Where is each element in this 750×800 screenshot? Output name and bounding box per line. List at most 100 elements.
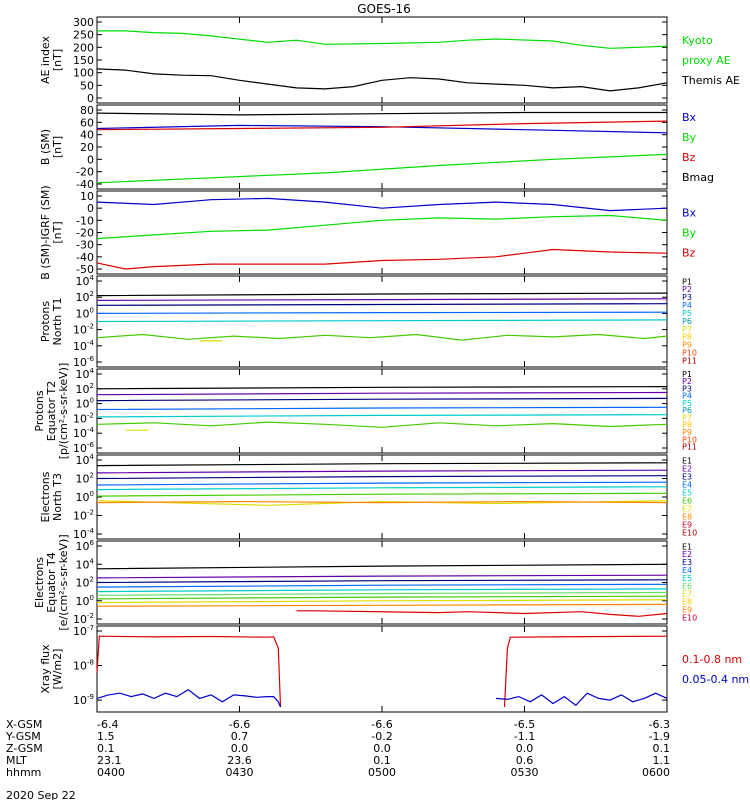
y-tick-label: 200 (73, 41, 94, 54)
series-eet4-e6 (96, 591, 668, 596)
legend-label: E2 (682, 464, 692, 473)
y-axis-label: Protons (39, 301, 52, 342)
series-bigrf-by (96, 214, 668, 240)
series-pet2-p1 (96, 386, 668, 390)
y-tick-label: 10-9 (73, 693, 94, 707)
date-label: 2020 Sep 22 (6, 789, 76, 800)
panel-frame (96, 104, 668, 190)
legend-label: P2 (682, 285, 692, 294)
legend-label: P7 (682, 325, 692, 334)
y-axis-label: Electrons (33, 557, 46, 608)
series-eet4-e5 (96, 588, 668, 593)
series-eet4-e8 (96, 599, 668, 604)
y-axis-label: B (SM)-IGRF (SM) (39, 185, 52, 279)
ephemeris-value: 0.6 (516, 754, 534, 767)
y-axis-label: B (SM) (39, 129, 52, 165)
legend-label: P6 (682, 317, 692, 326)
ephemeris-value: -6.6 (371, 718, 392, 731)
y-axis-label: [nT] (51, 221, 64, 243)
ephemeris-value: -0.2 (371, 730, 392, 743)
legend-label: E8 (682, 512, 692, 521)
legend-label: E7 (682, 590, 692, 599)
series-bigrf-bx (96, 197, 668, 212)
y-axis-label: [p/(cm²-s-sr-keV)] (57, 363, 70, 460)
ephemeris-value: -6.5 (514, 718, 535, 731)
ephemeris-value: -6.3 (649, 718, 670, 731)
legend-label: E6 (682, 582, 692, 591)
legend-label: P10 (682, 349, 697, 358)
y-tick-label: 80 (80, 104, 94, 117)
legend-label: E4 (682, 566, 692, 575)
y-tick-label: 150 (73, 54, 94, 67)
series-bsm-by (96, 153, 668, 184)
y-tick-label: -20 (76, 227, 94, 240)
chart-title: GOES-16 (357, 2, 411, 16)
series-ent3-e8 (96, 500, 668, 504)
series-ent3-e2 (96, 469, 668, 474)
series-eet4-e10 (296, 610, 668, 617)
panel-bigrf: 100-10-20-30-40-50 B (SM)-IGRF (SM) [nT] Bx… (39, 185, 697, 279)
legend-label: E6 (682, 496, 692, 505)
series-pnt1-p1 (96, 292, 668, 297)
ephemeris-value: 0.7 (231, 730, 249, 743)
legend-label: P4 (682, 392, 692, 401)
y-tick-label: 10-2 (73, 509, 94, 523)
legend-label: P6 (682, 406, 692, 415)
y-tick-label: 102 (76, 382, 94, 396)
ephemeris-row-label: Z-GSM (6, 742, 43, 755)
y-tick-label: -50 (76, 263, 94, 276)
ephemeris-value: 23.6 (227, 754, 252, 767)
legend-label: P9 (682, 341, 692, 350)
ephemeris-value: 0600 (642, 766, 670, 779)
series-ent3-e1 (96, 462, 668, 467)
legend-label: Bmag (682, 171, 714, 184)
legend-label: By (682, 131, 697, 144)
ephemeris-row-label: X-GSM (6, 718, 42, 731)
legend-label: P11 (682, 443, 697, 452)
legend-label: P8 (682, 421, 692, 430)
legend-label: P7 (682, 413, 692, 422)
series-ent3-e4 (96, 481, 668, 486)
ephemeris-value: -1.9 (649, 730, 670, 743)
legend-label: By (682, 227, 697, 240)
panel-frame (96, 454, 668, 540)
y-tick-label: 10-2 (73, 323, 94, 337)
y-tick-label: 104 (76, 453, 95, 467)
series-xray-0-1-0-8-nm (503, 635, 668, 708)
legend-label: E9 (682, 606, 692, 615)
panel-frame (96, 368, 668, 454)
legend-label: P5 (682, 399, 692, 408)
y-tick-label: 0 (87, 202, 94, 215)
series-ent3-e6 (96, 492, 668, 497)
y-tick-label: 250 (73, 29, 94, 42)
panel-xray: 10-7 10-8 10-9 Xray flux [W/m2] 0.1-0.8 nm 0.0… (39, 624, 749, 713)
series-pet2-p4 (96, 406, 668, 411)
series-bsm-bz (96, 120, 668, 131)
series-eet4-e2 (96, 574, 668, 579)
series-ae-themis-ae (96, 68, 668, 92)
ephemeris-row-label: MLT (6, 754, 27, 767)
series-ent3-e5 (96, 486, 668, 491)
series-eet4-e4 (96, 583, 668, 588)
y-tick-label: 100 (76, 490, 94, 504)
ephemeris-value: 0400 (97, 766, 125, 779)
y-axis-label: Equator T4 (45, 552, 58, 612)
y-tick-label: 10 (80, 190, 94, 203)
series-ae-kyoto-proxy-ae (97, 30, 668, 49)
series-eet4-e3 (96, 579, 668, 584)
y-axis-label: [W/m2] (51, 649, 64, 690)
y-axis-label: Equator T2 (45, 381, 58, 441)
y-axis-label: [nT] (51, 49, 64, 71)
series-eet4-e9 (96, 603, 668, 607)
ephemeris-value: 0.1 (373, 754, 391, 767)
y-tick-label: 10-7 (73, 624, 94, 638)
legend-label: E4 (682, 480, 692, 489)
ephemeris-value: 0.0 (373, 742, 391, 755)
